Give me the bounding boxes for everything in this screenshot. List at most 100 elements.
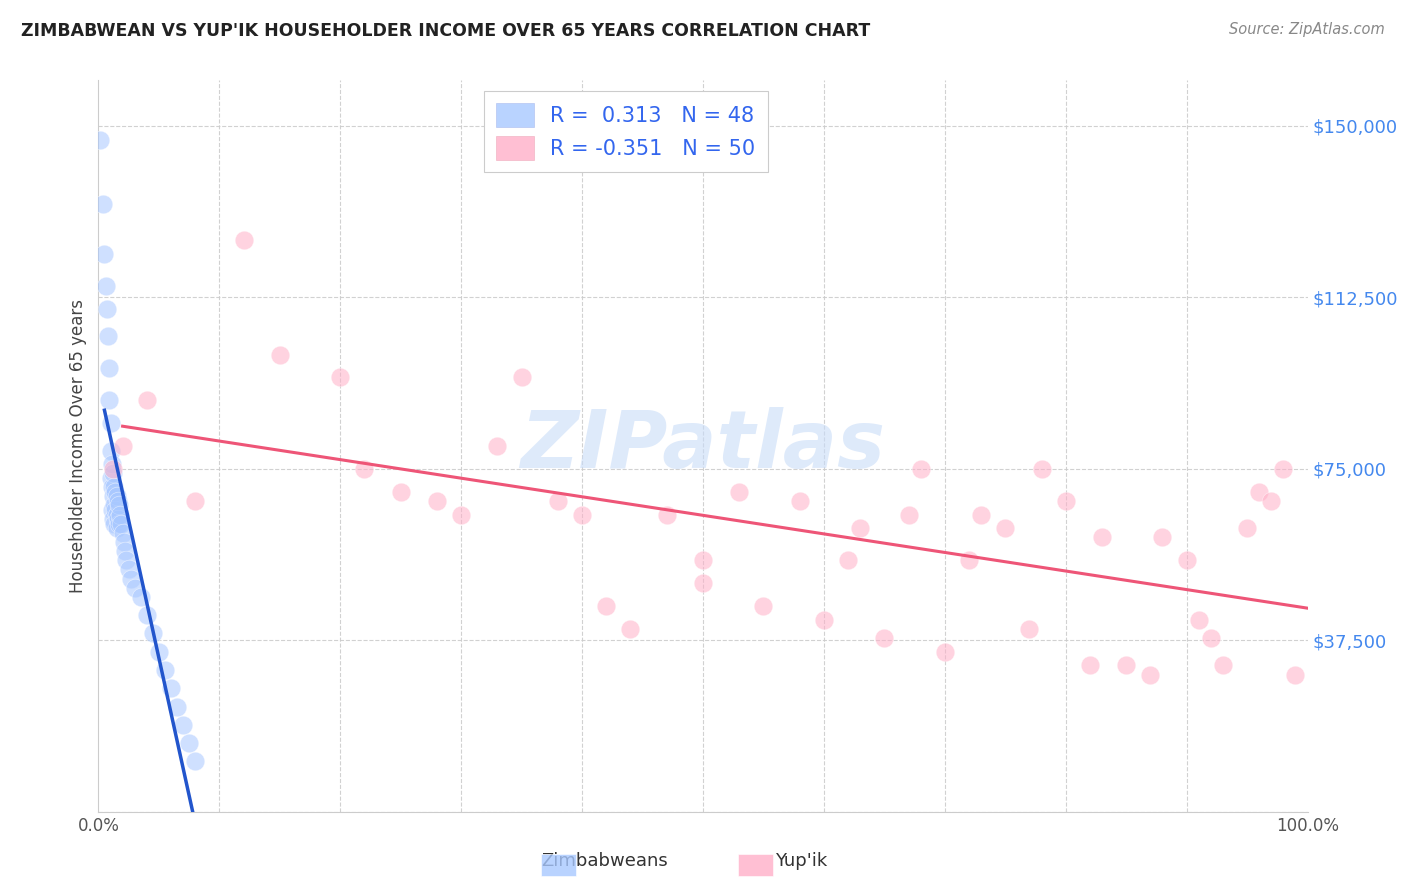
- Point: [728, 484, 751, 499]
- Point: [1115, 658, 1137, 673]
- Point: [1018, 622, 1040, 636]
- Point: [93, 247, 115, 261]
- Point: [120, 572, 142, 586]
- Point: [114, 544, 136, 558]
- Point: [269, 347, 291, 362]
- Point: [96, 301, 118, 316]
- Point: [1175, 553, 1198, 567]
- Point: [98, 361, 121, 376]
- Point: [1249, 484, 1271, 499]
- Point: [110, 516, 132, 531]
- Point: [1188, 613, 1211, 627]
- Point: [184, 493, 207, 508]
- Point: [112, 535, 135, 549]
- Point: [595, 599, 617, 613]
- Point: [100, 480, 122, 494]
- Point: [1272, 462, 1295, 476]
- Point: [957, 553, 980, 567]
- Point: [486, 439, 509, 453]
- Point: [101, 512, 124, 526]
- Point: [1031, 462, 1053, 476]
- Point: [692, 576, 714, 591]
- Point: [103, 516, 125, 531]
- Point: [1091, 530, 1114, 544]
- Point: [104, 484, 127, 499]
- Point: [166, 699, 188, 714]
- Point: [789, 493, 811, 508]
- Point: [142, 626, 165, 640]
- Point: [1284, 667, 1306, 681]
- Point: [910, 462, 932, 476]
- Point: [108, 516, 131, 531]
- Legend: R =  0.313   N = 48, R = -0.351   N = 50: R = 0.313 N = 48, R = -0.351 N = 50: [484, 91, 768, 172]
- Point: [426, 493, 449, 508]
- Point: [692, 553, 714, 567]
- Point: [547, 493, 569, 508]
- Point: [118, 562, 141, 576]
- Point: [101, 489, 124, 503]
- Point: [153, 663, 176, 677]
- Point: [179, 736, 201, 750]
- Point: [111, 439, 134, 453]
- Y-axis label: Householder Income Over 65 years: Householder Income Over 65 years: [69, 299, 87, 593]
- Point: [994, 521, 1017, 535]
- Text: Yup'ik: Yup'ik: [775, 852, 828, 870]
- Point: [837, 553, 859, 567]
- Point: [135, 608, 157, 623]
- Point: [873, 631, 896, 645]
- Text: ZIMBABWEAN VS YUP'IK HOUSEHOLDER INCOME OVER 65 YEARS CORRELATION CHART: ZIMBABWEAN VS YUP'IK HOUSEHOLDER INCOME …: [21, 22, 870, 40]
- Point: [160, 681, 183, 696]
- Point: [1054, 493, 1077, 508]
- Point: [232, 233, 254, 247]
- Point: [510, 370, 533, 384]
- Point: [934, 645, 956, 659]
- Point: [129, 590, 152, 604]
- Point: [1078, 658, 1101, 673]
- Point: [389, 484, 412, 499]
- Point: [619, 622, 641, 636]
- Point: [813, 613, 835, 627]
- Point: [1139, 667, 1161, 681]
- Point: [655, 508, 678, 522]
- Point: [103, 499, 125, 513]
- Point: [970, 508, 993, 522]
- Point: [91, 196, 114, 211]
- Point: [100, 457, 122, 471]
- Point: [135, 393, 157, 408]
- Point: [100, 471, 122, 485]
- Point: [1212, 658, 1234, 673]
- Point: [100, 503, 122, 517]
- Point: [115, 553, 138, 567]
- Point: [101, 467, 124, 481]
- Point: [849, 521, 872, 535]
- Point: [172, 718, 194, 732]
- Point: [108, 499, 131, 513]
- Point: [100, 416, 122, 430]
- Point: [124, 581, 146, 595]
- Point: [1260, 493, 1282, 508]
- Point: [108, 508, 131, 522]
- Point: [571, 508, 593, 522]
- Point: [105, 521, 128, 535]
- Point: [97, 329, 120, 343]
- Point: [98, 393, 121, 408]
- Point: [101, 462, 124, 476]
- Point: [450, 508, 472, 522]
- Point: [105, 489, 128, 503]
- Point: [105, 508, 128, 522]
- Point: [1236, 521, 1258, 535]
- Point: [148, 645, 170, 659]
- Text: Source: ZipAtlas.com: Source: ZipAtlas.com: [1229, 22, 1385, 37]
- Point: [1199, 631, 1222, 645]
- Point: [107, 493, 129, 508]
- Point: [353, 462, 375, 476]
- Point: [104, 503, 127, 517]
- Text: Zimbabweans: Zimbabweans: [541, 852, 668, 870]
- Point: [100, 443, 122, 458]
- Point: [752, 599, 775, 613]
- Text: ZIPatlas: ZIPatlas: [520, 407, 886, 485]
- Point: [329, 370, 352, 384]
- Point: [897, 508, 920, 522]
- Point: [184, 755, 207, 769]
- Point: [89, 133, 111, 147]
